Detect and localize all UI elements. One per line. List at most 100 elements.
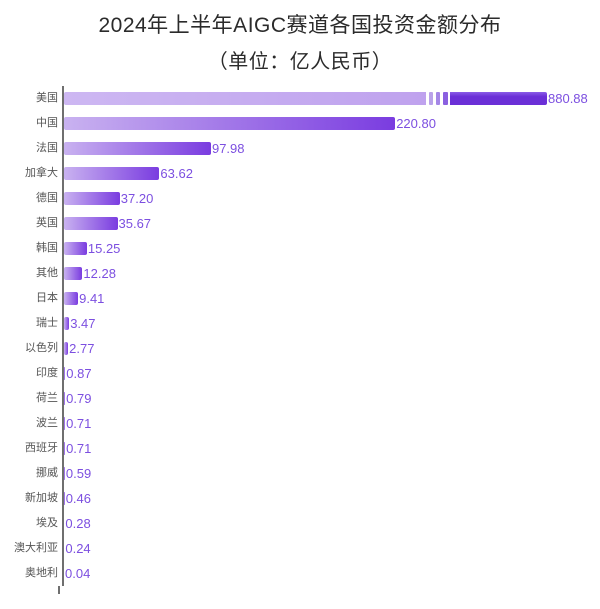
bar <box>64 292 78 305</box>
bar-area: 0.46 <box>62 486 600 511</box>
category-label: 挪威 <box>0 461 62 486</box>
bar-area: 0.04 <box>62 561 600 586</box>
bar-area: 0.79 <box>62 386 600 411</box>
bar-row: 英国 35.67 <box>0 211 600 236</box>
category-label: 英国 <box>0 211 62 236</box>
value-label: 37.20 <box>121 186 154 211</box>
category-label: 德国 <box>0 186 62 211</box>
bar-area: 0.28 <box>62 511 600 536</box>
bar <box>64 267 82 280</box>
value-label: 0.04 <box>65 561 90 586</box>
bar-row: 韩国 15.25 <box>0 236 600 261</box>
bar-area: 0.59 <box>62 461 600 486</box>
category-label: 瑞士 <box>0 311 62 336</box>
bar-area: 63.62 <box>62 161 600 186</box>
category-label: 澳大利亚 <box>0 536 62 561</box>
bar <box>64 392 65 405</box>
value-label: 0.24 <box>65 536 90 561</box>
category-label: 其他 <box>0 261 62 286</box>
bar-area: 35.67 <box>62 211 600 236</box>
bar <box>64 367 65 380</box>
bar-area: 12.28 <box>62 261 600 286</box>
category-label: 荷兰 <box>0 386 62 411</box>
value-label: 0.28 <box>65 511 90 536</box>
bar-row: 中国 220.80 <box>0 111 600 136</box>
bar-area: 0.87 <box>62 361 600 386</box>
bar-row: 加拿大 63.62 <box>0 161 600 186</box>
bar-area: 0.71 <box>62 436 600 461</box>
y-axis-line-tail <box>58 586 600 594</box>
bar <box>64 442 65 455</box>
value-label: 63.62 <box>160 161 193 186</box>
bar <box>64 117 395 130</box>
bar <box>64 467 65 480</box>
bar-area: 2.77 <box>62 336 600 361</box>
bar-row: 法国 97.98 <box>0 136 600 161</box>
value-label: 15.25 <box>88 236 121 261</box>
category-label: 波兰 <box>0 411 62 436</box>
bar-area: 880.88 <box>62 86 600 111</box>
bar <box>64 417 65 430</box>
bar <box>64 342 68 355</box>
category-label: 美国 <box>0 86 62 111</box>
bar-row: 日本 9.41 <box>0 286 600 311</box>
bar-row: 以色列 2.77 <box>0 336 600 361</box>
bar-area: 0.24 <box>62 536 600 561</box>
bar-area: 3.47 <box>62 311 600 336</box>
bar <box>64 242 87 255</box>
bar-area: 220.80 <box>62 111 600 136</box>
value-label: 2.77 <box>69 336 94 361</box>
category-label: 韩国 <box>0 236 62 261</box>
category-label: 印度 <box>0 361 62 386</box>
bar <box>64 217 118 230</box>
value-label: 0.71 <box>66 411 91 436</box>
bar-area: 15.25 <box>62 236 600 261</box>
value-label: 9.41 <box>79 286 104 311</box>
bar-segment-truncated <box>64 92 426 105</box>
category-label: 埃及 <box>0 511 62 536</box>
bar <box>64 167 159 180</box>
value-label: 880.88 <box>548 86 588 111</box>
category-label: 日本 <box>0 286 62 311</box>
bar-segment-end <box>450 92 547 105</box>
value-label: 35.67 <box>119 211 152 236</box>
value-label: 3.47 <box>70 311 95 336</box>
bar-row: 美国 880.88 <box>0 86 600 111</box>
bar-area: 0.71 <box>62 411 600 436</box>
bar-area: 9.41 <box>62 286 600 311</box>
value-label: 97.98 <box>212 136 245 161</box>
value-label: 12.28 <box>83 261 116 286</box>
bar-area: 97.98 <box>62 136 600 161</box>
category-label: 新加坡 <box>0 486 62 511</box>
category-label: 奥地利 <box>0 561 62 586</box>
category-label: 以色列 <box>0 336 62 361</box>
bar <box>64 492 65 505</box>
bar-row: 德国 37.20 <box>0 186 600 211</box>
category-label: 加拿大 <box>0 161 62 186</box>
bar-area: 37.20 <box>62 186 600 211</box>
bar <box>64 142 211 155</box>
bar-row: 其他 12.28 <box>0 261 600 286</box>
category-label: 中国 <box>0 111 62 136</box>
chart-subtitle: （单位：亿人民币） <box>0 49 600 75</box>
category-label: 西班牙 <box>0 436 62 461</box>
value-label: 0.71 <box>66 436 91 461</box>
bar <box>64 192 120 205</box>
value-label: 0.46 <box>66 486 91 511</box>
chart-header: 2024年上半年AIGC赛道各国投资金额分布 （单位：亿人民币） <box>0 12 600 75</box>
value-label: 0.79 <box>66 386 91 411</box>
bar <box>64 317 69 330</box>
category-label: 法国 <box>0 136 62 161</box>
value-label: 0.59 <box>66 461 91 486</box>
value-label: 220.80 <box>396 111 436 136</box>
